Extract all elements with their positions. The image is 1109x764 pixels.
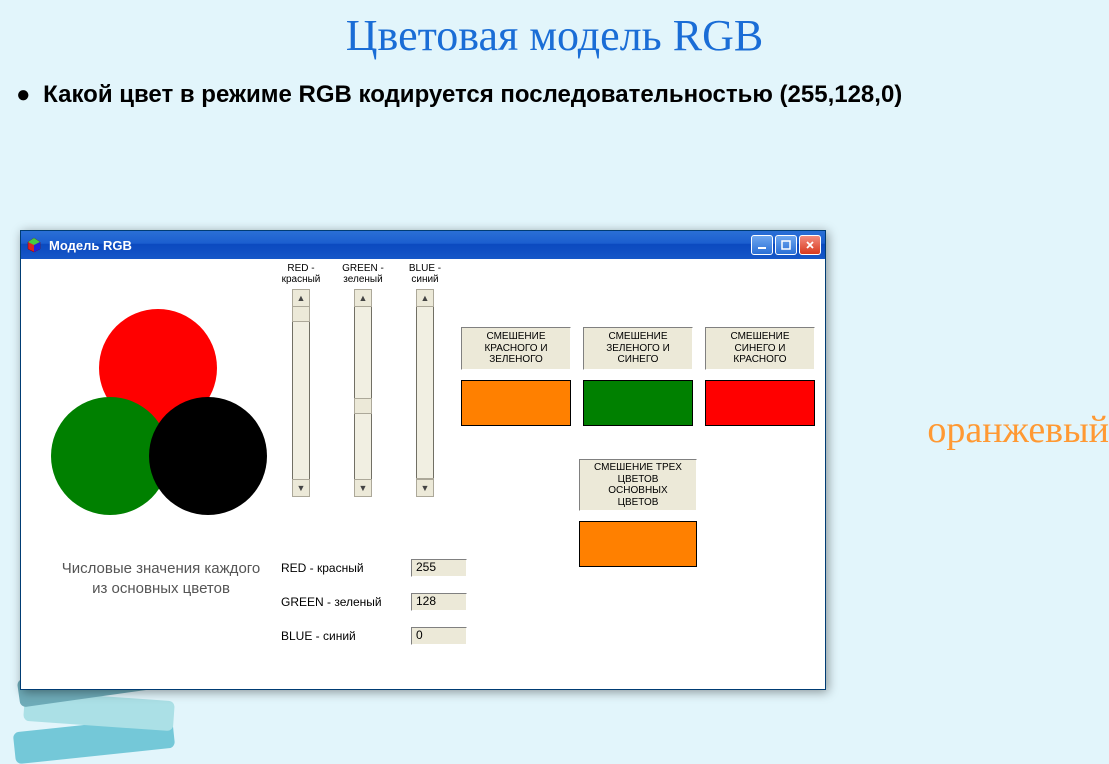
scroll-down-icon[interactable]: ▼ (354, 479, 372, 497)
mix-swatch (461, 380, 571, 426)
mix-label: СМЕШЕНИЕ ЗЕЛЕНОГО И СИНЕГО (583, 327, 693, 370)
slider-label: GREEN - зеленый (337, 263, 389, 285)
mix-label: СМЕШЕНИЕ СИНЕГО И КРАСНОГО (705, 327, 815, 370)
slider-label: RED - красный (275, 263, 327, 285)
circle-blue (149, 397, 267, 515)
mix-pair-2: СМЕШЕНИЕ СИНЕГО И КРАСНОГО (705, 327, 815, 426)
mix-trio-label: СМЕШЕНИЕ ТРЕХ ЦВЕТОВ ОСНОВНЫХ ЦВЕТОВ (579, 459, 697, 511)
slider-thumb[interactable] (292, 306, 310, 322)
mix-label: СМЕШЕНИЕ КРАСНОГО И ЗЕЛЕНОГО (461, 327, 571, 370)
readout-value: 0 (411, 627, 467, 645)
slider-track[interactable]: ▲▼ (292, 289, 310, 497)
window-title: Модель RGB (49, 238, 751, 253)
bullet-icon: ● (16, 81, 31, 108)
readout-row-1: GREEN - зеленый128 (281, 593, 467, 611)
rgb-model-window: Модель RGB Числовые значения каждого из … (20, 230, 826, 690)
readout-name: RED - красный (281, 561, 411, 575)
scroll-down-icon[interactable]: ▼ (416, 479, 434, 497)
slider-thumb[interactable] (354, 398, 372, 414)
scroll-up-icon[interactable]: ▲ (292, 289, 310, 307)
readout-row-2: BLUE - синий0 (281, 627, 467, 645)
mix-trio: СМЕШЕНИЕ ТРЕХ ЦВЕТОВ ОСНОВНЫХ ЦВЕТОВ (579, 459, 697, 567)
slider-track[interactable]: ▲▼ (354, 289, 372, 497)
mix-swatch (583, 380, 693, 426)
value-readouts: RED - красный255 GREEN - зеленый128 BLUE -… (281, 559, 467, 661)
question-body: Какой цвет в режиме RGB кодируется после… (43, 81, 902, 108)
slider-1: GREEN - зеленый▲▼ (337, 263, 389, 497)
slide-title: Цветовая модель RGB (0, 10, 1109, 61)
readout-name: GREEN - зеленый (281, 595, 411, 609)
mix-swatch (705, 380, 815, 426)
scroll-down-icon[interactable]: ▼ (292, 479, 310, 497)
mix-pair-0: СМЕШЕНИЕ КРАСНОГО И ЗЕЛЕНОГО (461, 327, 571, 426)
question-text: ● Какой цвет в режиме RGB кодируется пос… (16, 81, 1109, 109)
readout-row-0: RED - красный255 (281, 559, 467, 577)
mix-trio-swatch (579, 521, 697, 567)
answer-text: оранжевый (927, 408, 1109, 452)
readout-name: BLUE - синий (281, 629, 411, 643)
slider-0: RED - красный▲▼ (275, 263, 327, 497)
window-titlebar[interactable]: Модель RGB (21, 231, 825, 259)
slider-label: BLUE - синий (399, 263, 451, 285)
slider-track[interactable]: ▲▼ (416, 289, 434, 497)
scroll-up-icon[interactable]: ▲ (354, 289, 372, 307)
readout-value: 255 (411, 559, 467, 577)
close-button[interactable] (799, 235, 821, 255)
maximize-button[interactable] (775, 235, 797, 255)
mix-pair-1: СМЕШЕНИЕ ЗЕЛЕНОГО И СИНЕГО (583, 327, 693, 426)
minimize-button[interactable] (751, 235, 773, 255)
slider-2: BLUE - синий▲▼ (399, 263, 451, 497)
readout-value: 128 (411, 593, 467, 611)
window-body: Числовые значения каждого из основных цв… (21, 259, 825, 689)
app-icon (25, 236, 43, 254)
scroll-up-icon[interactable]: ▲ (416, 289, 434, 307)
rgb-circles (51, 309, 271, 529)
circles-caption: Числовые значения каждого из основных цв… (61, 559, 261, 600)
